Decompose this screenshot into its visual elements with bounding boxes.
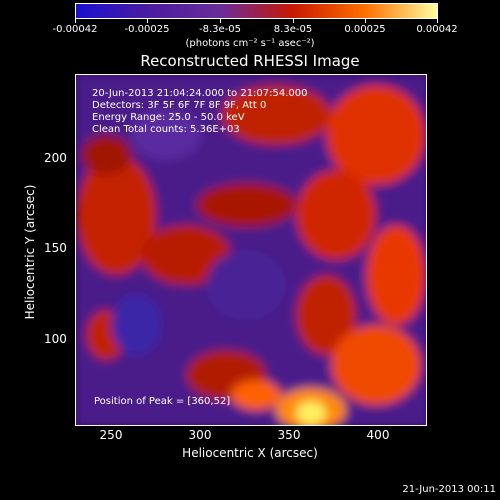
colorbar-tick-label: -0.00042 bbox=[52, 24, 98, 35]
info-detectors: Detectors: 3F 5F 6F 7F 8F 9F, Att 0 bbox=[92, 100, 267, 111]
colorbar-tick bbox=[437, 19, 438, 23]
colorbar-tick bbox=[147, 19, 148, 23]
colorbar-tick-label: -0.00025 bbox=[124, 24, 170, 35]
x-tick-label: 250 bbox=[99, 428, 123, 442]
x-axis-label: Heliocentric X (arcsec) bbox=[182, 446, 318, 460]
colorbar-tick bbox=[220, 19, 221, 23]
colorbar-tick-label: 0.00025 bbox=[344, 24, 386, 35]
x-tick-label: 400 bbox=[366, 428, 390, 442]
colorbar bbox=[75, 3, 438, 19]
x-tick-label: 350 bbox=[277, 428, 301, 442]
colorbar-tick bbox=[365, 19, 366, 23]
y-tick-label: 150 bbox=[44, 241, 67, 255]
image-title: Reconstructed RHESSI Image bbox=[140, 52, 360, 70]
image-map bbox=[76, 75, 426, 425]
info-clean: Clean Total counts: 5.36E+03 bbox=[92, 124, 240, 135]
colorbar-tick-label: 8.3e-05 bbox=[273, 24, 313, 35]
timestamp: 21-Jun-2013 00:11 bbox=[402, 484, 496, 495]
info-energy: Energy Range: 25.0 - 50.0 keV bbox=[92, 112, 245, 123]
info-time-range: 20-Jun-2013 21:04:24.000 to 21:07:54.000 bbox=[92, 88, 308, 99]
y-tick-label: 200 bbox=[44, 151, 67, 165]
colorbar-units: (photons cm⁻² s⁻¹ asec⁻²) bbox=[185, 38, 315, 49]
x-tick-label: 300 bbox=[188, 428, 212, 442]
y-tick-label: 100 bbox=[44, 332, 67, 346]
colorbar-tick-label: 0.00042 bbox=[416, 24, 458, 35]
colorbar-tick-label: -8.3e-05 bbox=[199, 24, 241, 35]
image-plot[interactable] bbox=[75, 74, 427, 426]
y-axis-label: Heliocentric Y (arcsec) bbox=[23, 184, 37, 320]
peak-position: Position of Peak = [360,52] bbox=[94, 396, 231, 407]
colorbar-tick bbox=[75, 19, 76, 23]
colorbar-tick bbox=[293, 19, 294, 23]
